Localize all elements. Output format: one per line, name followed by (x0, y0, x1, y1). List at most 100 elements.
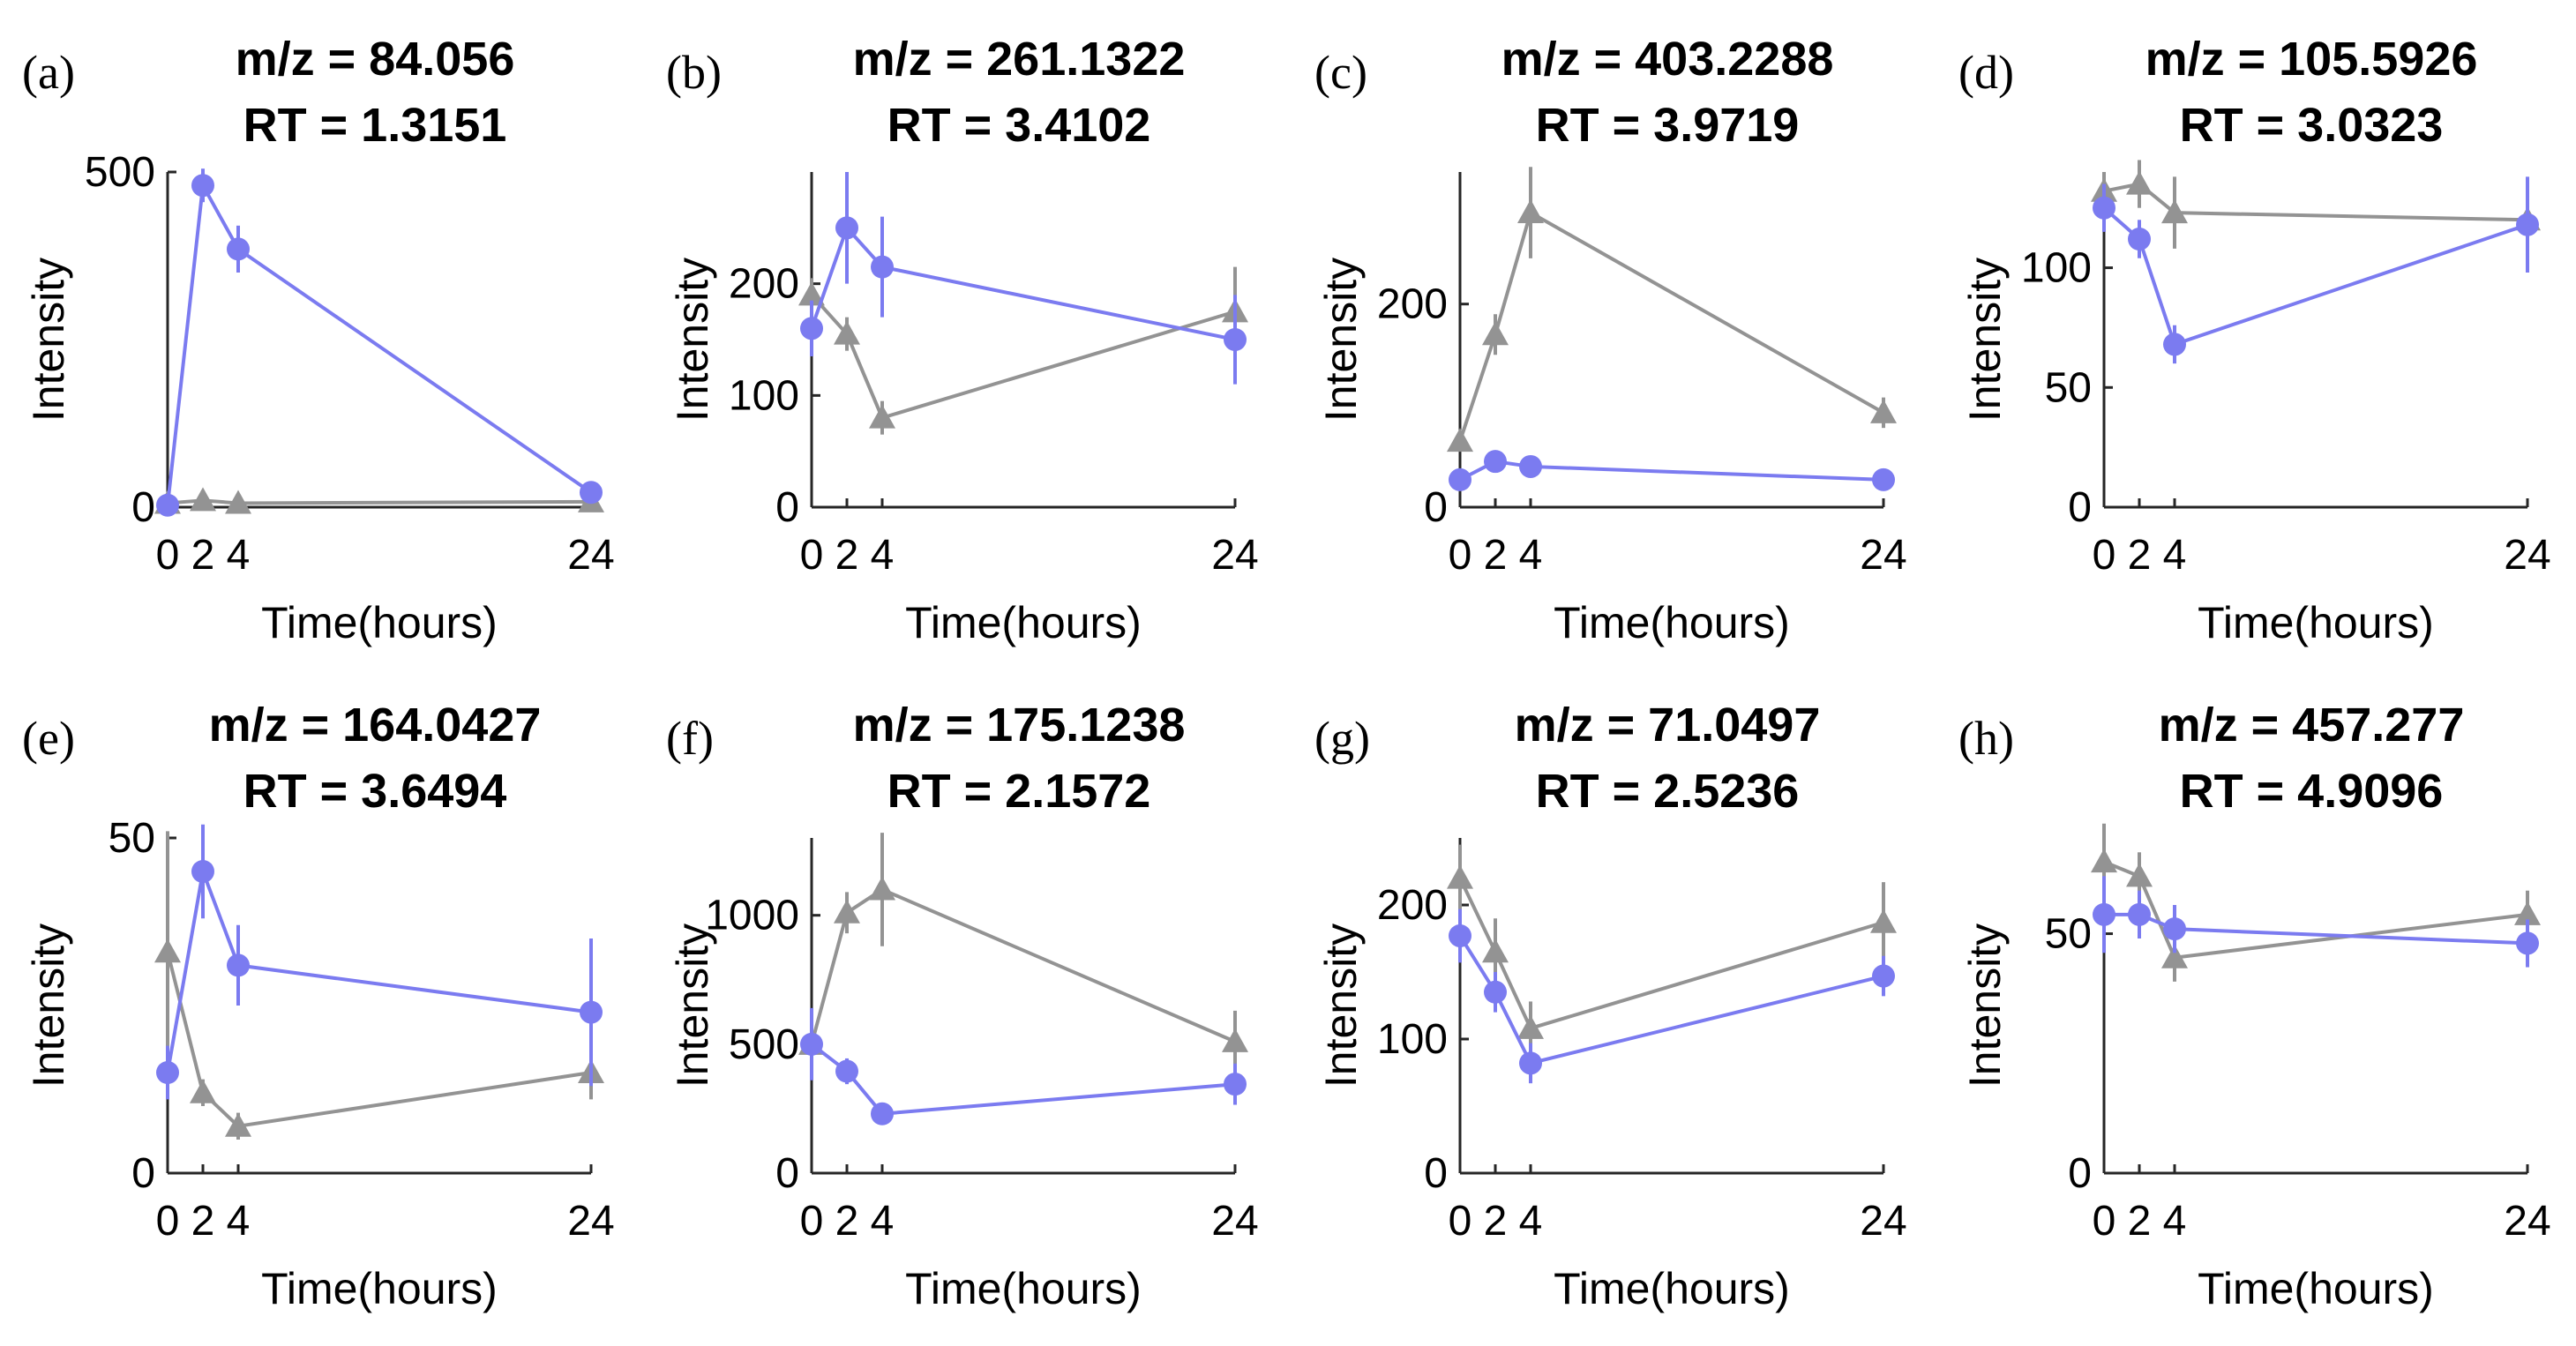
data-point-blue (800, 1032, 823, 1056)
x-tick-label: 2 (2128, 532, 2152, 579)
y-axis-label: Intensity (1316, 924, 1366, 1088)
x-tick-label: 4 (227, 1198, 251, 1245)
data-point-blue (835, 216, 858, 240)
data-point-blue (191, 174, 214, 198)
series-line-blue (1459, 460, 1884, 482)
x-tick-label: 24 (1211, 1198, 1258, 1245)
data-point-blue (2516, 213, 2539, 236)
series-line-blue (810, 224, 1236, 341)
x-tick-label: 4 (871, 532, 895, 579)
data-point-blue (835, 1059, 858, 1083)
data-point-gray (190, 487, 216, 512)
series-line-gray (167, 498, 592, 505)
data-point-blue (1484, 450, 1507, 474)
y-tick-label: 50 (2045, 911, 2092, 958)
x-tick-label: 0 (2093, 1198, 2116, 1245)
panel-label: (e) (22, 712, 75, 765)
data-point-gray (2161, 944, 2188, 968)
data-point-blue (871, 1102, 894, 1125)
x-tick-label: 2 (1484, 1198, 1508, 1245)
data-point-blue (2093, 196, 2115, 220)
data-point-gray (834, 899, 860, 924)
chart-title: m/z = 84.056 (236, 33, 515, 86)
chart-title: RT = 3.9719 (1536, 99, 1800, 152)
x-tick-label: 24 (2504, 1198, 2550, 1245)
x-tick-label: 4 (1519, 532, 1543, 579)
x-tick-label: 24 (567, 1198, 614, 1245)
chart-title: m/z = 71.0497 (1515, 699, 1821, 752)
y-tick-label: 0 (775, 484, 799, 531)
data-point-gray (798, 281, 825, 306)
series-line-gray (2103, 182, 2528, 222)
y-axis-label: Intensity (668, 258, 717, 422)
data-point-blue (156, 1061, 179, 1084)
y-tick-label: 50 (109, 815, 155, 862)
data-point-gray (2091, 849, 2117, 873)
data-point-blue (1872, 467, 1895, 491)
series-line-blue (810, 1043, 1236, 1116)
x-tick-label: 0 (2093, 532, 2116, 579)
x-tick-label: 2 (835, 532, 859, 579)
x-tick-label: 2 (191, 1198, 215, 1245)
y-axis-label: Intensity (1960, 924, 2010, 1088)
y-axis-label: Intensity (1316, 258, 1366, 422)
data-point-blue (191, 860, 214, 883)
data-point-gray (1870, 909, 1897, 933)
y-tick-label: 100 (2021, 245, 2092, 292)
series-line-gray (2103, 860, 2528, 960)
x-tick-label: 4 (1519, 1198, 1543, 1245)
y-tick-label: 100 (729, 372, 799, 419)
chart-title: m/z = 105.5926 (2145, 33, 2478, 86)
panel-label: (a) (22, 46, 75, 99)
data-point-gray (2161, 199, 2188, 224)
x-tick-label: 24 (567, 532, 614, 579)
x-tick-label: 2 (191, 532, 215, 579)
x-axis-label: Time(hours) (905, 598, 1142, 647)
data-point-blue (580, 481, 603, 505)
y-tick-label: 500 (85, 149, 155, 196)
chart-title: RT = 4.9096 (2180, 765, 2444, 818)
y-tick-label: 50 (2045, 364, 2092, 411)
data-point-blue (156, 493, 179, 517)
y-tick-label: 200 (1377, 281, 1448, 328)
x-tick-label: 4 (871, 1198, 895, 1245)
x-tick-label: 4 (2163, 532, 2187, 579)
x-tick-label: 0 (1449, 532, 1472, 579)
series-line-blue (1458, 934, 1884, 1066)
data-point-blue (2163, 333, 2186, 356)
x-axis-label: Time(hours) (1554, 598, 1790, 647)
y-tick-label: 0 (131, 1150, 155, 1197)
series-line-gray (1458, 877, 1884, 1031)
x-tick-label: 2 (835, 1198, 859, 1245)
x-tick-label: 0 (800, 1198, 824, 1245)
x-axis-label: Time(hours) (2198, 598, 2434, 647)
chart-title: m/z = 403.2288 (1501, 33, 1834, 86)
panel-label: (h) (1958, 712, 2014, 765)
data-point-blue (1449, 467, 1471, 491)
data-point-gray (869, 876, 895, 901)
chart-title: RT = 1.3151 (243, 99, 507, 152)
x-tick-label: 0 (156, 1198, 180, 1245)
x-tick-label: 2 (1484, 532, 1508, 579)
data-point-gray (1222, 1028, 1248, 1052)
y-tick-label: 0 (1424, 1150, 1448, 1197)
data-point-blue (227, 237, 250, 261)
series-line-gray (810, 887, 1236, 1045)
data-point-gray (1447, 864, 1473, 889)
data-point-blue (1872, 964, 1895, 988)
data-point-blue (1519, 454, 1542, 478)
data-point-gray (225, 1112, 251, 1137)
data-point-gray (834, 320, 860, 345)
data-point-blue (1519, 1051, 1542, 1075)
panel-label: (f) (666, 712, 714, 765)
x-tick-label: 4 (227, 532, 251, 579)
x-tick-label: 24 (1860, 532, 1906, 579)
x-tick-label: 0 (800, 532, 824, 579)
y-tick-label: 1000 (705, 893, 799, 939)
y-tick-label: 500 (729, 1021, 799, 1068)
series-line-gray (1458, 210, 1884, 442)
y-axis-label: Intensity (668, 924, 717, 1088)
